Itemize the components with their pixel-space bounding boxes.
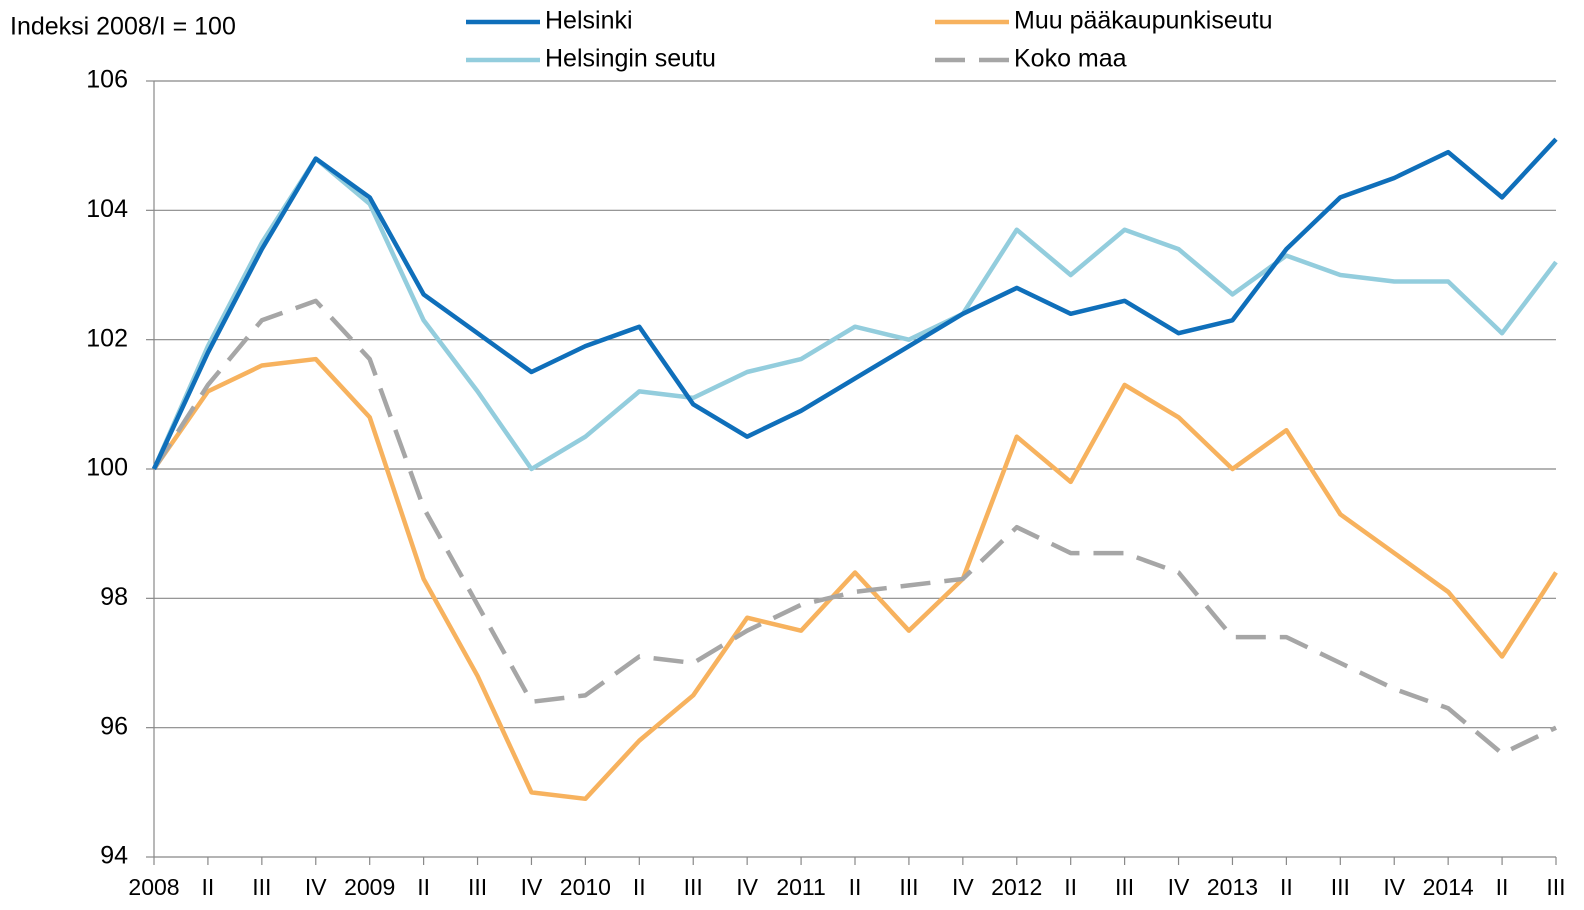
x-tick-label: III	[684, 874, 703, 900]
x-tick-label: 2013	[1207, 874, 1258, 900]
x-tick-label: III	[1331, 874, 1350, 900]
x-tick-label: IV	[521, 874, 543, 900]
x-tick-label: II	[633, 874, 646, 900]
y-tick-label: 104	[86, 195, 128, 223]
x-tick-label: IV	[736, 874, 758, 900]
y-tick-label: 100	[86, 454, 128, 482]
x-tick-label: 2009	[344, 874, 395, 900]
series-line	[152, 298, 1557, 756]
x-tick-label: II	[849, 874, 862, 900]
y-tick-label: 94	[100, 842, 128, 870]
series-line	[152, 356, 1558, 802]
x-tick-label: III	[1546, 874, 1565, 900]
legend-label: Muu pääkaupunkiseutu	[1014, 7, 1273, 35]
x-tick-label: II	[1280, 874, 1293, 900]
x-tick-label: III	[468, 874, 487, 900]
x-tick-label: II	[1064, 874, 1077, 900]
series-line	[151, 156, 1558, 472]
x-tick-label: III	[899, 874, 918, 900]
y-tick-label: 96	[100, 712, 128, 740]
x-tick-label: IV	[1168, 874, 1190, 900]
legend-label: Helsinki	[545, 7, 633, 35]
series-line	[151, 137, 1558, 470]
x-tick-label: IV	[305, 874, 327, 900]
x-tick-label: 2010	[560, 874, 611, 900]
x-tick-label: III	[252, 874, 271, 900]
legend-label: Helsingin seutu	[545, 45, 716, 73]
legend-label: Koko maa	[1014, 45, 1127, 73]
x-tick-label: 2014	[1423, 874, 1474, 900]
x-tick-label: IV	[952, 874, 974, 900]
x-tick-label: II	[1496, 874, 1509, 900]
x-tick-label: 2012	[991, 874, 1042, 900]
x-tick-label: IV	[1383, 874, 1405, 900]
x-tick-label: 2011	[776, 874, 825, 900]
x-tick-label: III	[1115, 874, 1134, 900]
y-axis-label: Indeksi 2008/I = 100	[10, 13, 236, 41]
y-tick-label: 98	[100, 583, 128, 611]
x-tick-label: II	[417, 874, 430, 900]
y-tick-label: 102	[86, 324, 128, 352]
x-tick-label: 2008	[128, 874, 179, 900]
x-tick-label: II	[202, 874, 215, 900]
y-tick-label: 106	[86, 66, 128, 94]
